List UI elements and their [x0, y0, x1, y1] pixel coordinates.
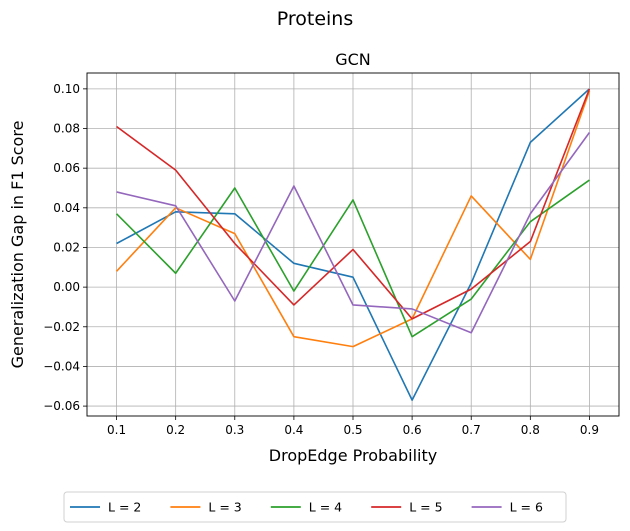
x-tick-label: 0.4 [284, 423, 303, 437]
x-tick-label: 0.8 [521, 423, 540, 437]
grid-lines [87, 73, 619, 416]
y-tick-label: 0.08 [53, 122, 80, 136]
y-tick-label: 0.04 [53, 201, 80, 215]
chart-suptitle: Proteins [277, 8, 354, 30]
y-tick-label: −0.06 [43, 399, 80, 413]
x-tick-label: 0.3 [225, 423, 244, 437]
y-tick-label: 0.02 [53, 240, 80, 254]
series-line [116, 88, 590, 401]
x-tick-label: 0.7 [462, 423, 481, 437]
y-axis-label: Generalization Gap in F1 Score [8, 121, 27, 369]
y-tick-label: −0.04 [43, 359, 80, 373]
series-lines [115, 88, 591, 401]
legend: L = 2 L = 3 L = 4 L = 5 L = 6 [63, 491, 567, 523]
series-line [115, 179, 590, 338]
y-tick-label: 0.00 [53, 280, 80, 294]
x-tick-label: 0.5 [343, 423, 362, 437]
chart-title: GCN [335, 50, 371, 69]
series-line [116, 88, 591, 320]
x-tick-label: 0.1 [107, 423, 126, 437]
axis-ticks: 0.1 0.2 0.3 0.4 0.5 0.6 0.7 0.8 0.9 −0.06 −0.04 −0.… [43, 82, 599, 437]
legend-label: L = 3 [208, 500, 241, 515]
legend-label: L = 5 [409, 500, 442, 515]
x-tick-label: 0.9 [580, 423, 599, 437]
series-line [116, 132, 591, 334]
legend-label: L = 6 [510, 500, 543, 515]
series-line [115, 90, 591, 348]
x-tick-label: 0.6 [403, 423, 422, 437]
y-tick-label: 0.10 [53, 82, 80, 96]
legend-box [63, 491, 567, 523]
legend-label: L = 2 [108, 500, 141, 515]
x-tick-label: 0.2 [166, 423, 185, 437]
x-axis-label: DropEdge Probability [269, 446, 437, 465]
legend-label: L = 4 [309, 500, 342, 515]
y-tick-label: 0.06 [53, 161, 80, 175]
y-tick-label: −0.02 [43, 320, 80, 334]
